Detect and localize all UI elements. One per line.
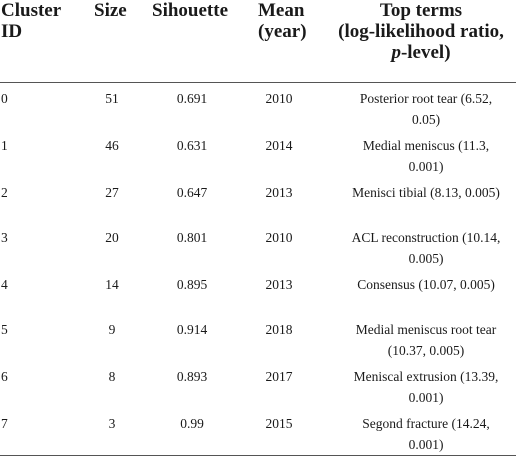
table-header: Cluster ID Size Sihouette Mean (year) To…: [0, 0, 516, 83]
table-body: 0 51 0.691 2010 Posterior root tear (6.5…: [0, 82, 516, 456]
cell-mean-year: 2013: [265, 184, 293, 200]
header-cluster-id-line2: ID: [1, 21, 23, 42]
cell-silhouette: 0.647: [176, 184, 208, 200]
cell-top-terms: ACL reconstruction (10.14, 0.005): [324, 222, 516, 269]
cell-top-terms-line2: (10.37, 0.005): [387, 342, 465, 358]
table-row: 0 51 0.691 2010 Posterior root tear (6.5…: [0, 82, 516, 130]
cell-cluster-id: 6: [1, 368, 8, 384]
header-mean-line1: Mean: [258, 0, 305, 21]
table-row: 4 14 0.895 2013 Consensus (10.07, 0.005): [0, 269, 516, 314]
header-silhouette: Sihouette: [146, 0, 242, 83]
cell-top-terms-line1: Menisci tibial (8.13, 0.005): [352, 184, 500, 200]
cell-size: 20: [105, 229, 119, 245]
cell-cluster-id: 7: [0, 407, 82, 456]
cell-cluster-id: 4: [1, 276, 8, 292]
cell-silhouette: 0.914: [176, 321, 208, 337]
cell-mean-year: 2014: [265, 137, 293, 153]
table-row: 3 20 0.801 2010 ACL reconstruction (10.1…: [0, 222, 516, 269]
cell-mean-year: 2010: [265, 90, 293, 106]
cell-size: 3: [82, 407, 146, 456]
table-row: 7 3 0.99 2015 Segond fracture (14.24, 0.…: [0, 407, 516, 456]
cell-top-terms: Segond fracture (14.24, 0.001): [324, 407, 516, 456]
header-cluster-id-line1: Cluster: [1, 0, 62, 21]
header-mean-year: Mean (year): [242, 0, 324, 83]
header-top-terms: Top terms (log-likelihood ratio, p-level…: [324, 0, 516, 83]
cell-top-terms-line1: Consensus (10.07, 0.005): [357, 276, 495, 292]
table-row: 1 46 0.631 2014 Medial meniscus (11.3, 0…: [0, 130, 516, 177]
header-row: Cluster ID Size Sihouette Mean (year) To…: [0, 0, 516, 83]
cell-top-terms: Consensus (10.07, 0.005): [324, 269, 516, 314]
cell-top-terms-line1: ACL reconstruction (10.14,: [351, 229, 501, 245]
cell-top-terms: Posterior root tear (6.52, 0.05): [324, 82, 516, 130]
cell-top-terms-line2: 0.001): [408, 389, 444, 405]
cell-top-terms-line2: 0.05): [411, 111, 441, 127]
cell-size: 14: [105, 276, 119, 292]
cell-top-terms-line1: Medial meniscus (11.3,: [362, 137, 490, 153]
cell-top-terms-line2: 0.005): [408, 250, 444, 266]
cell-top-terms: Medial meniscus (11.3, 0.001): [324, 130, 516, 177]
cell-top-terms-line1: Medial meniscus root tear: [355, 321, 497, 337]
cell-size: 51: [105, 90, 119, 106]
cell-silhouette: 0.893: [176, 368, 208, 384]
cell-top-terms-line1: Posterior root tear (6.52,: [359, 90, 493, 106]
table-row: 5 9 0.914 2018 Medial meniscus root tear…: [0, 314, 516, 361]
cell-silhouette: 0.691: [176, 90, 208, 106]
cell-silhouette: 0.895: [176, 276, 208, 292]
table-row: 2 27 0.647 2013 Menisci tibial (8.13, 0.…: [0, 177, 516, 222]
header-cluster-id: Cluster ID: [0, 0, 82, 83]
cell-top-terms-line2: 0.001): [408, 436, 444, 452]
cell-top-terms-line2: 0.001): [408, 158, 444, 174]
header-mean-line2: (year): [258, 21, 307, 42]
cell-mean-year: 2015: [242, 407, 324, 456]
cell-mean-year: 2010: [265, 229, 293, 245]
cell-cluster-id: 3: [1, 229, 8, 245]
cell-top-terms: Medial meniscus root tear (10.37, 0.005): [324, 314, 516, 361]
cell-top-terms: Meniscal extrusion (13.39, 0.001): [324, 361, 516, 408]
table-row: 6 8 0.893 2017 Meniscal extrusion (13.39…: [0, 361, 516, 408]
cell-size: 46: [105, 137, 119, 153]
header-top-terms-line3: p-level): [326, 42, 516, 63]
cell-mean-year: 2017: [265, 368, 293, 384]
cell-top-terms-line1: Meniscal extrusion (13.39,: [353, 368, 499, 384]
header-top-terms-line2: (log-likelihood ratio,: [338, 21, 504, 42]
cell-silhouette: 0.99: [146, 407, 242, 456]
cell-size: 27: [105, 184, 119, 200]
cell-mean-year: 2018: [265, 321, 293, 337]
header-top-terms-p: p: [391, 42, 401, 63]
cell-size: 9: [108, 321, 116, 337]
header-size: Size: [82, 0, 146, 83]
cell-cluster-id: 2: [1, 184, 8, 200]
cell-cluster-id: 5: [1, 321, 8, 337]
header-top-terms-level: -level): [400, 42, 451, 63]
cell-top-terms-line1: Segond fracture (14.24,: [362, 415, 490, 431]
cell-mean-year: 2013: [265, 276, 293, 292]
header-top-terms-line1: Top terms: [379, 0, 463, 21]
cell-size: 8: [108, 368, 116, 384]
cell-cluster-id: 1: [1, 137, 8, 153]
cell-silhouette: 0.801: [176, 229, 208, 245]
cell-cluster-id: 0: [1, 90, 8, 106]
cell-top-terms: Menisci tibial (8.13, 0.005): [324, 177, 516, 222]
cell-silhouette: 0.631: [176, 137, 208, 153]
